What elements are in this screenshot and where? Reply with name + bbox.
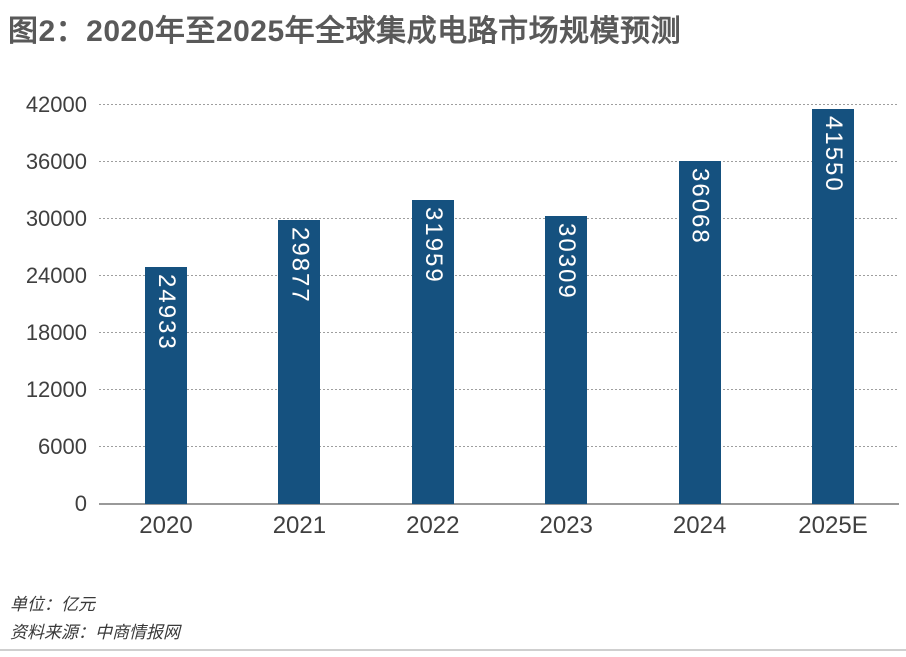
y-tick-label: 6000: [38, 434, 87, 459]
gridline: [99, 446, 899, 447]
bar-value-label: 24933: [153, 274, 180, 351]
source-note: 资料来源：中商情报网: [10, 623, 180, 642]
x-tick-label-2023: 2023: [539, 512, 593, 539]
bottom-divider: [0, 649, 906, 651]
gridline: [99, 161, 899, 162]
bar-value-label: 41550: [820, 116, 847, 194]
gridline: [99, 104, 899, 105]
gridline: [99, 389, 899, 390]
bar-value-label: 29877: [286, 227, 314, 304]
unit-note: 单位：亿元: [10, 595, 95, 614]
y-tick-label: 42000: [25, 92, 87, 117]
x-tick-label-2020: 2020: [139, 512, 193, 539]
y-tick-label: 18000: [25, 320, 87, 345]
x-axis-line: [99, 503, 899, 505]
gridline: [99, 332, 899, 333]
bar-value-label: 31959: [419, 207, 447, 285]
y-tick-label: 12000: [25, 377, 87, 402]
gridline: [99, 218, 899, 219]
y-axis: 0 6000 12000 18000 24000 30000 36000 42000: [0, 93, 87, 516]
y-tick-label: 24000: [25, 263, 87, 288]
x-tick-label-2024: 2024: [672, 512, 727, 539]
chart-title: 图2：2020年至2025年全球集成电路市场规模预测: [8, 15, 682, 48]
bar-value-label: 30309: [553, 223, 581, 300]
gridline: [99, 275, 899, 276]
bar-2024: 36068: [678, 161, 721, 504]
bar-value-label: 36068: [686, 168, 714, 246]
bar-2023: 30309: [545, 216, 588, 504]
x-axis: 2020 2021 2022 2023 2024 2025E: [99, 512, 899, 542]
y-tick-label: 0: [74, 491, 87, 516]
y-tick-label: 36000: [25, 149, 87, 174]
bar-2025E: 41550: [812, 109, 854, 504]
bar-2020: 24933: [145, 267, 187, 504]
x-tick-label-2025E: 2025E: [798, 512, 868, 539]
x-tick-label-2021: 2021: [272, 512, 327, 539]
plot-area: 24933 29877 31959 30309 36068 41550: [99, 104, 899, 504]
x-tick-label-2022: 2022: [406, 512, 460, 539]
bar-2022: 31959: [411, 200, 454, 504]
bar-2021: 29877: [278, 220, 321, 504]
y-tick-label: 30000: [25, 206, 87, 231]
